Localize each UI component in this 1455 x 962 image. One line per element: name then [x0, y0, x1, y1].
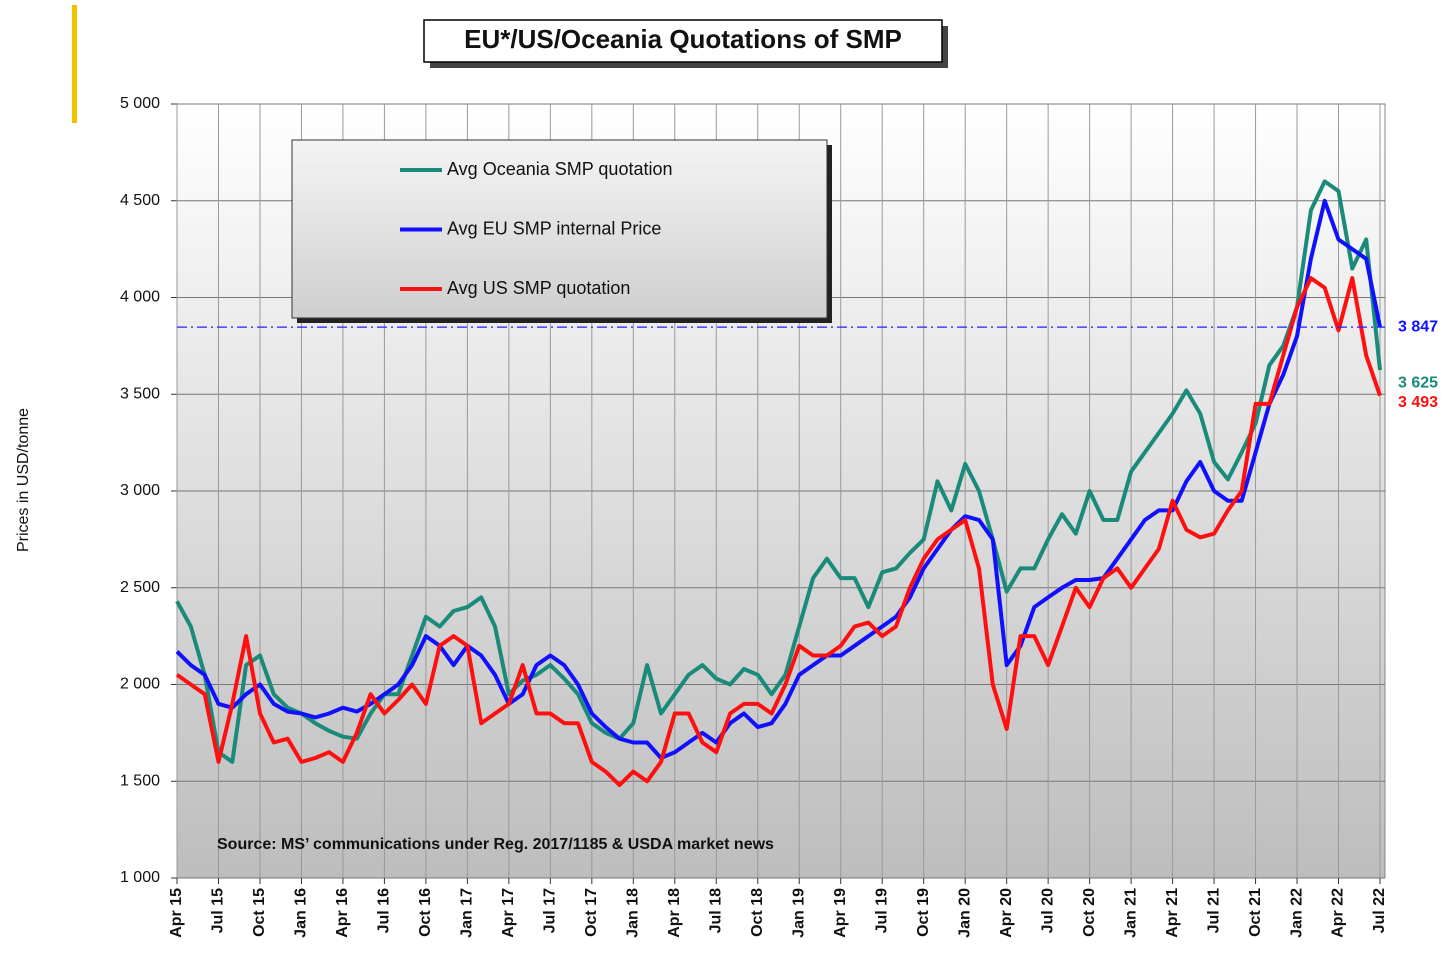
title-box [423, 19, 943, 63]
y-tick-label: 5 000 [120, 95, 160, 112]
x-tick-label: Jul 17 [542, 888, 559, 933]
legend-label: Avg EU SMP internal Price [447, 218, 661, 238]
series-line [175, 198, 1382, 760]
x-tick-label: Jan 17 [459, 888, 476, 938]
accent-bar [72, 5, 77, 123]
x-tick-label: Jan 22 [1288, 888, 1305, 938]
end-label: 3 847 [1398, 318, 1438, 335]
x-tick-label: Apr 18 [666, 888, 683, 938]
x-tick-label: Jan 18 [625, 888, 642, 938]
y-tick-label: 1 500 [120, 772, 160, 789]
x-tick-label: Jul 15 [210, 888, 227, 933]
chart-title: EU*/US/Oceania Quotations of SMP [464, 24, 902, 54]
y-tick-label: 1 000 [120, 869, 160, 886]
end-label: 3 625 [1398, 374, 1438, 391]
y-axis-label: Prices in USD/tonne [15, 408, 32, 552]
y-tick-label: 2 000 [120, 676, 160, 693]
legend-label: Avg Oceania SMP quotation [447, 159, 672, 179]
x-tick-label: Apr 15 [168, 888, 185, 938]
x-tick-label: Apr 19 [832, 888, 849, 938]
x-tick-label: Jan 20 [956, 888, 973, 938]
y-tick-label: 2 500 [120, 579, 160, 596]
y-tick-label: 4 000 [120, 289, 160, 306]
y-tick-label: 3 500 [120, 385, 160, 402]
x-tick-label: Oct 21 [1247, 888, 1264, 937]
x-tick-label: Jul 16 [376, 888, 393, 933]
x-tick-label: Jul 21 [1205, 888, 1222, 933]
x-tick-label: Jul 19 [873, 888, 890, 933]
lines [175, 179, 1385, 788]
legend-box [291, 139, 828, 319]
x-tick-label: Jul 22 [1371, 888, 1388, 933]
x-tick-label: Oct 18 [749, 888, 766, 937]
x-tick-label: Jul 20 [1039, 888, 1056, 933]
x-tick-label: Apr 22 [1330, 888, 1347, 938]
source-note: Source: MS’ communications under Reg. 20… [217, 836, 774, 853]
x-tick-label: Jul 18 [707, 888, 724, 933]
y-tick-label: 3 000 [120, 482, 160, 499]
x-tick-label: Apr 20 [998, 888, 1015, 938]
x-tick-label: Apr 16 [334, 888, 351, 938]
x-tick-label: Oct 17 [583, 888, 600, 937]
x-tick-label: Jan 16 [293, 888, 310, 938]
x-tick-label: Jan 19 [790, 888, 807, 938]
x-tick-label: Oct 16 [417, 888, 434, 937]
legend-label: Avg US SMP quotation [447, 278, 630, 298]
x-tick-label: Oct 19 [915, 888, 932, 937]
series-line [175, 276, 1382, 788]
legend: Avg Oceania SMP quotation Avg EU SMP inte… [400, 159, 672, 298]
x-tick-label: Apr 21 [1164, 888, 1181, 938]
x-tick-label: Jan 21 [1122, 888, 1139, 938]
end-label: 3 493 [1398, 394, 1438, 411]
x-tick-label: Oct 15 [251, 888, 268, 937]
x-tick-label: Oct 20 [1081, 888, 1098, 937]
x-tick-label: Apr 17 [500, 888, 517, 938]
y-tick-label: 4 500 [120, 192, 160, 209]
